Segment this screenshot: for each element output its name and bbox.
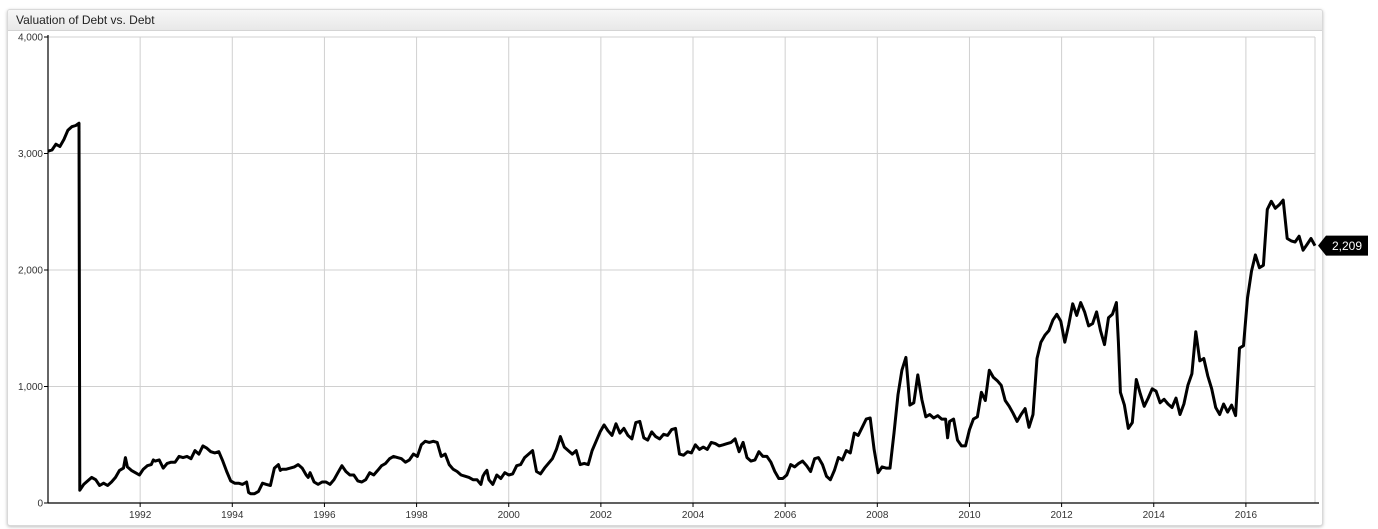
x-tick-label: 2014 bbox=[1143, 510, 1166, 521]
x-tick-label: 2012 bbox=[1050, 510, 1073, 521]
x-tick-label: 2016 bbox=[1235, 510, 1258, 521]
x-tick-label: 2004 bbox=[682, 510, 705, 521]
x-tick-label: 2000 bbox=[498, 510, 521, 521]
x-tick-label: 2006 bbox=[774, 510, 797, 521]
last-value-badge bbox=[1318, 235, 1368, 256]
panel-header: Valuation of Debt vs. Debt bbox=[8, 10, 1322, 31]
last-value-label: 2,209 bbox=[1332, 239, 1362, 253]
panel-title: Valuation of Debt vs. Debt bbox=[16, 13, 155, 27]
y-tick-label: 2,000 bbox=[18, 266, 43, 277]
series-line bbox=[47, 121, 1317, 496]
x-tick-label: 2008 bbox=[866, 510, 889, 521]
x-tick-label: 1998 bbox=[405, 510, 428, 521]
y-tick-label: 0 bbox=[37, 499, 43, 510]
y-tick-label: 3,000 bbox=[18, 149, 43, 160]
x-tick-label: 2002 bbox=[590, 510, 613, 521]
x-tick-label: 1996 bbox=[313, 510, 336, 521]
chart-panel: Valuation of Debt vs. Debt bbox=[7, 9, 1323, 526]
x-tick-label: 2010 bbox=[958, 510, 981, 521]
y-tick-label: 1,000 bbox=[18, 382, 43, 393]
x-tick-label: 1992 bbox=[129, 510, 152, 521]
y-tick-label: 4,000 bbox=[18, 33, 43, 44]
x-tick-label: 1994 bbox=[221, 510, 244, 521]
